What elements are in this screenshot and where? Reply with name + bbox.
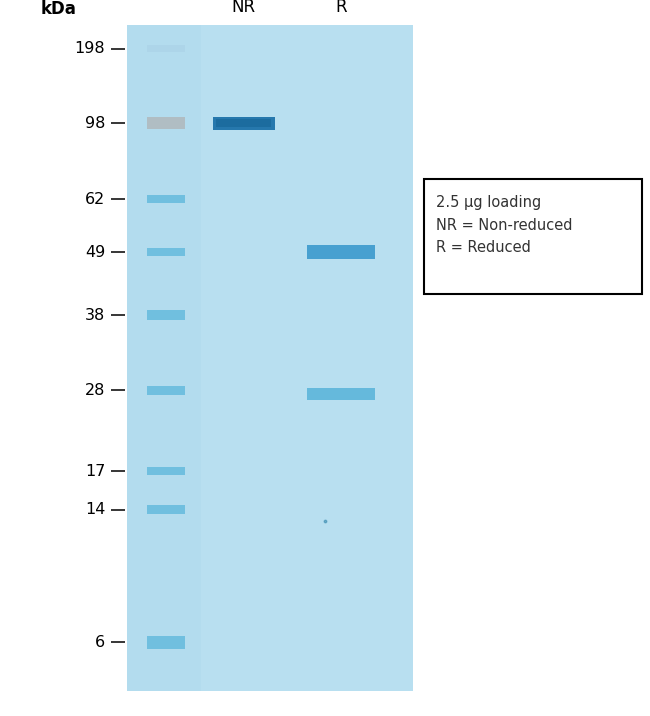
Bar [147, 505, 185, 514]
Bar [307, 245, 376, 259]
Bar [147, 385, 185, 395]
Text: 17: 17 [85, 464, 105, 478]
Text: 98: 98 [85, 116, 105, 130]
Text: 38: 38 [85, 308, 105, 322]
Text: kDa: kDa [40, 0, 77, 18]
Bar [127, 25, 201, 691]
Bar [147, 117, 185, 129]
Text: R: R [335, 0, 347, 16]
Bar [127, 25, 413, 691]
Bar [147, 310, 185, 319]
Text: 198: 198 [75, 42, 105, 56]
Text: 14: 14 [85, 503, 105, 517]
Bar [147, 248, 185, 256]
Text: NR: NR [231, 0, 256, 16]
Text: 62: 62 [85, 192, 105, 206]
Bar [147, 195, 185, 203]
Bar [147, 45, 185, 52]
Bar [147, 636, 185, 649]
Bar [216, 119, 272, 127]
Bar [424, 179, 642, 294]
Bar [213, 117, 274, 130]
Bar [307, 388, 376, 400]
Text: 2.5 μg loading
NR = Non-reduced
R = Reduced: 2.5 μg loading NR = Non-reduced R = Redu… [436, 195, 572, 256]
Text: 28: 28 [85, 383, 105, 397]
Bar [147, 467, 185, 475]
Text: 49: 49 [85, 245, 105, 259]
Text: 6: 6 [95, 635, 105, 649]
